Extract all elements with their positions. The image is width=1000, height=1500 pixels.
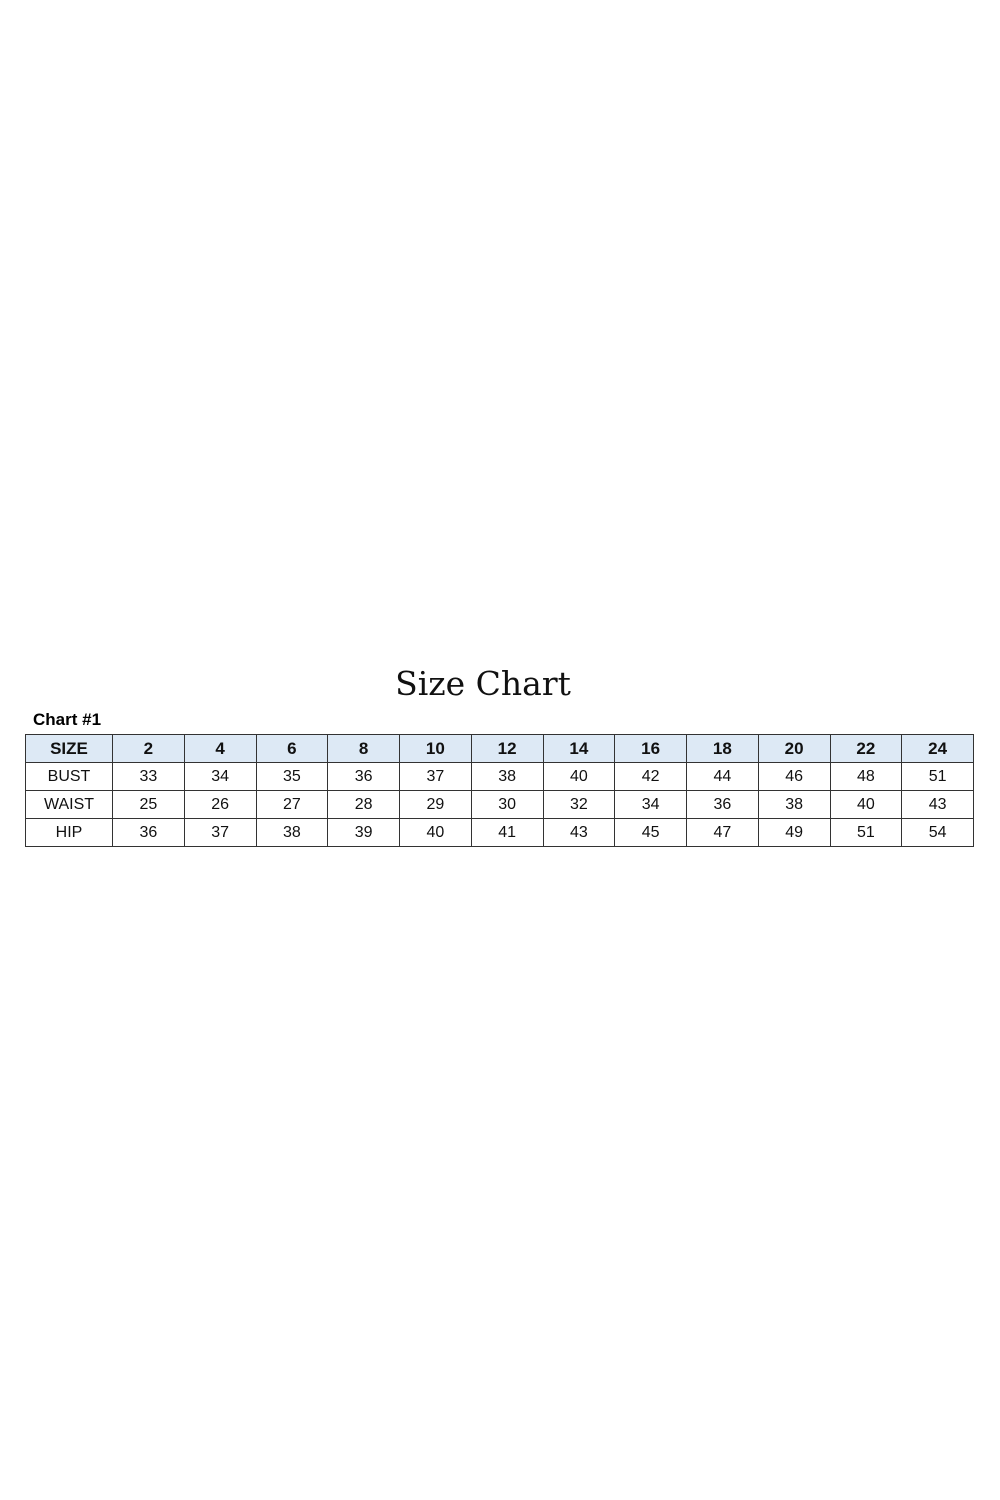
table-cell: 30 (470, 790, 544, 819)
table-cell: 41 (470, 818, 544, 847)
row-label: BUST (25, 762, 113, 791)
header-cell: 6 (255, 734, 329, 763)
header-cell: 20 (757, 734, 831, 763)
table-row: HIP 36 37 38 39 40 41 43 45 47 49 51 54 (25, 818, 974, 847)
table-header-row: SIZE 2 4 6 8 10 12 14 16 18 20 22 24 (25, 734, 974, 763)
table-cell: 34 (183, 762, 257, 791)
table-cell: 38 (470, 762, 544, 791)
table-cell: 36 (686, 790, 759, 819)
table-cell: 27 (255, 790, 329, 819)
table-cell: 40 (399, 818, 472, 847)
header-cell: 2 (112, 734, 185, 763)
header-cell: 14 (542, 734, 616, 763)
table-cell: 40 (542, 762, 616, 791)
header-cell: 4 (183, 734, 257, 763)
table-cell: 36 (112, 818, 185, 847)
table-cell: 49 (757, 818, 831, 847)
table-cell: 33 (112, 762, 185, 791)
page-title: Size Chart (395, 664, 571, 703)
header-cell: 16 (614, 734, 687, 763)
table-cell: 29 (399, 790, 472, 819)
table-cell: 51 (829, 818, 903, 847)
row-label: WAIST (25, 790, 113, 819)
table-row: WAIST 25 26 27 28 29 30 32 34 36 38 40 43 (25, 790, 974, 819)
table-cell: 48 (829, 762, 903, 791)
table-cell: 37 (183, 818, 257, 847)
row-label: HIP (25, 818, 113, 847)
table-row: BUST 33 34 35 36 37 38 40 42 44 46 48 51 (25, 762, 974, 791)
table-cell: 37 (399, 762, 472, 791)
header-cell: 10 (399, 734, 472, 763)
table-cell: 28 (327, 790, 400, 819)
table-cell: 46 (757, 762, 831, 791)
table-cell: 45 (614, 818, 687, 847)
table-cell: 36 (327, 762, 400, 791)
header-cell: 22 (829, 734, 903, 763)
header-cell: 8 (327, 734, 400, 763)
table-cell: 47 (686, 818, 759, 847)
table-cell: 25 (112, 790, 185, 819)
chart-label: Chart #1 (33, 710, 102, 729)
size-chart-table: SIZE 2 4 6 8 10 12 14 16 18 20 22 24 BUST 33 34 35 36 37 3… (25, 734, 974, 847)
table-cell: 26 (183, 790, 257, 819)
table-cell: 38 (255, 818, 329, 847)
table-cell: 34 (614, 790, 687, 819)
header-cell-size: SIZE (25, 734, 113, 763)
table-cell: 39 (327, 818, 400, 847)
table-cell: 54 (901, 818, 974, 847)
table-cell: 38 (757, 790, 831, 819)
table-cell: 35 (255, 762, 329, 791)
table-cell: 42 (614, 762, 687, 791)
header-cell: 24 (901, 734, 974, 763)
table-cell: 40 (829, 790, 903, 819)
header-cell: 12 (470, 734, 544, 763)
table-cell: 43 (901, 790, 974, 819)
table-cell: 43 (542, 818, 616, 847)
table-cell: 32 (542, 790, 616, 819)
header-cell: 18 (686, 734, 759, 763)
table-cell: 44 (686, 762, 759, 791)
table-cell: 51 (901, 762, 974, 791)
